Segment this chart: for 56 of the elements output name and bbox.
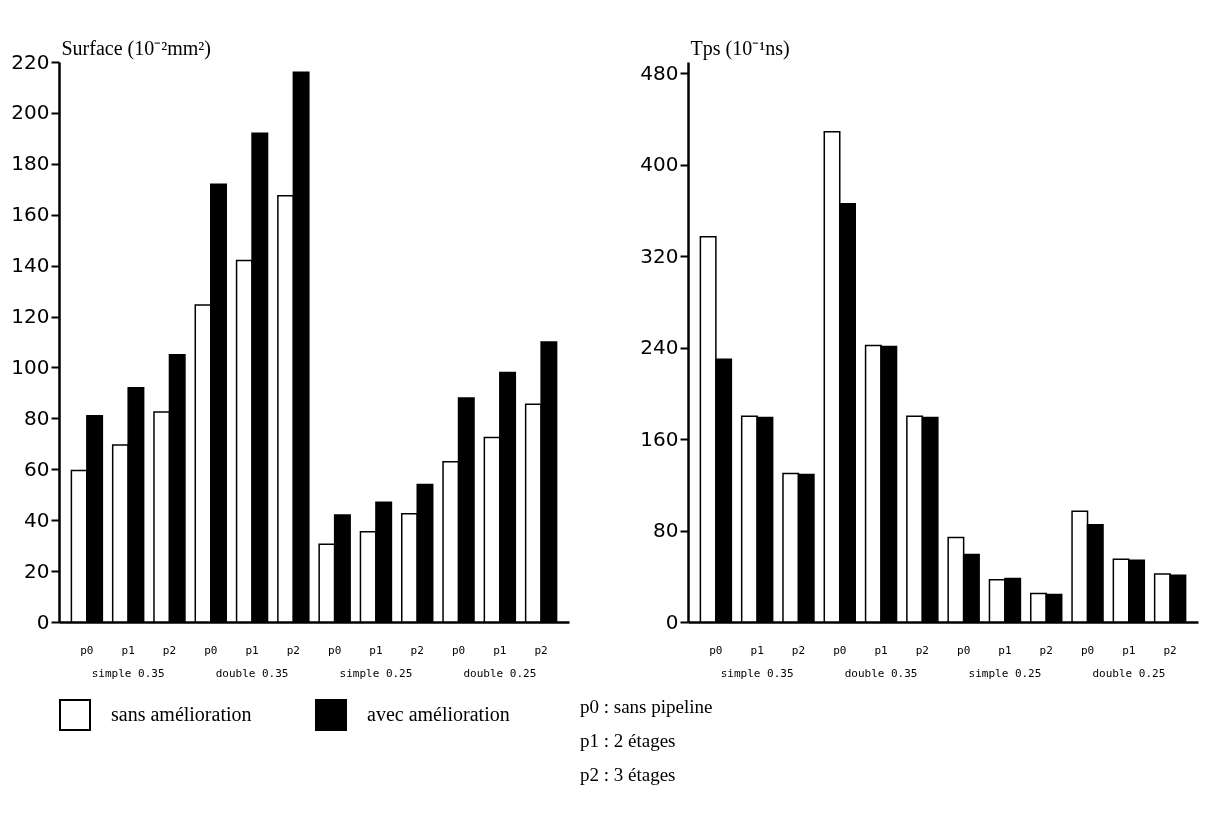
x-tick-label: p0: [957, 643, 971, 657]
y-axis-title: Surface (10⁻²mm²): [61, 36, 211, 60]
x-tick-label: p1: [245, 643, 259, 657]
x-tick-label: p0: [204, 643, 218, 657]
y-axis-title: Tps (10⁻¹ns): [690, 36, 790, 60]
y-tick-label: 180: [11, 151, 50, 176]
x-tick-label: p1: [874, 643, 888, 657]
y-tick-label: 320: [640, 243, 679, 268]
x-tick-label: p0: [1080, 643, 1095, 657]
x-tick-label: p1: [493, 643, 507, 657]
text: double 0.25: [463, 667, 537, 680]
text: double 0.35: [215, 667, 289, 680]
legend-label: sans amélioration: [111, 703, 252, 725]
x-tick-label: p1: [998, 643, 1012, 657]
x-tick-label: p0: [709, 643, 723, 657]
x-tick-label: p2: [286, 643, 300, 657]
x-tick-label: p2: [534, 643, 548, 657]
y-tick-label: 80: [653, 518, 679, 543]
y-tick-label: 400: [640, 152, 679, 177]
text: simple 0.25: [339, 667, 413, 680]
x-tick-label: p2: [791, 643, 806, 657]
y-tick-label: 80: [24, 405, 50, 430]
x-tick-label: p2: [1163, 643, 1177, 657]
x-tick-label: p2: [1039, 643, 1053, 657]
y-tick-label: 20: [24, 558, 50, 583]
y-tick-label: 60: [24, 456, 50, 481]
y-tick-label: 160: [640, 426, 679, 451]
y-tick-label: 100: [11, 354, 50, 379]
x-tick-label: p1: [121, 643, 135, 657]
text: simple 0.35: [91, 667, 165, 680]
y-tick-label: 160: [11, 202, 50, 227]
x-tick-label: p0: [80, 643, 94, 657]
text: double 0.25: [1092, 667, 1166, 680]
y-tick-label: 240: [640, 335, 679, 360]
y-tick-label: 0: [36, 609, 50, 634]
notes: p0 : sans pipeline p1 : 2 étages p2 : 3 étages: [580, 695, 713, 787]
x-tick-label: p1: [369, 643, 383, 657]
x-tick-label: p0: [451, 643, 466, 657]
y-tick-label: 0: [665, 609, 679, 634]
y-tick-label: 220: [11, 49, 50, 74]
y-tick-label: 120: [11, 304, 50, 329]
text: simple 0.25: [968, 667, 1042, 680]
text: simple 0.35: [720, 667, 794, 680]
y-tick-label: 40: [24, 507, 50, 532]
x-tick-label: p2: [410, 643, 424, 657]
x-tick-label: p1: [750, 643, 764, 657]
y-tick-label: 200: [11, 100, 50, 125]
y-tick-label: 480: [640, 60, 679, 85]
x-tick-label: p0: [833, 643, 847, 657]
x-tick-label: p1: [1122, 643, 1136, 657]
x-tick-label: p0: [328, 643, 342, 657]
x-tick-label: p2: [162, 643, 177, 657]
y-tick-label: 140: [11, 253, 50, 278]
x-tick-label: p2: [915, 643, 929, 657]
text: double 0.35: [844, 667, 918, 680]
legend-label: avec amélioration: [367, 703, 510, 725]
